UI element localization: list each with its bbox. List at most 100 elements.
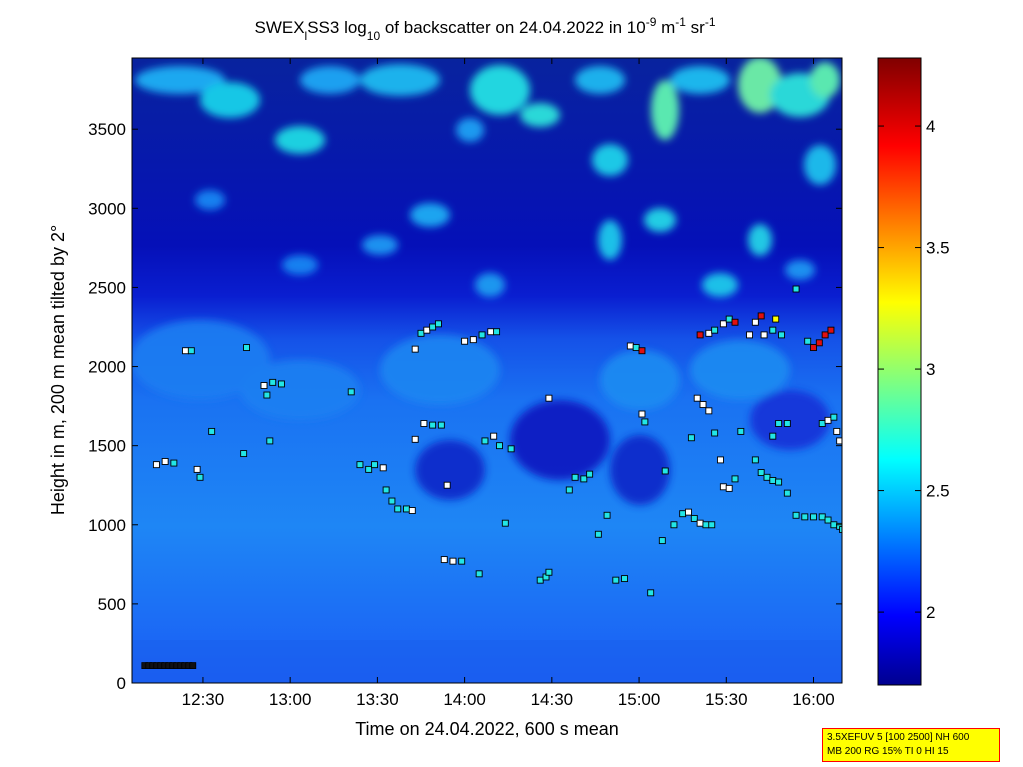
marker — [641, 418, 649, 426]
x-tick-label: 14:30 — [531, 690, 574, 709]
colorbar-tick-label: 2 — [926, 603, 935, 622]
marker — [243, 344, 251, 352]
marker — [792, 511, 800, 519]
y-tick-label: 2500 — [88, 278, 126, 297]
marker — [711, 429, 719, 437]
marker — [830, 413, 838, 421]
info-line-2: MB 200 RG 15% TI 0 HI 15 — [827, 746, 949, 757]
y-tick-label: 2000 — [88, 358, 126, 377]
marker — [661, 467, 669, 475]
marker — [356, 461, 364, 469]
marker — [810, 513, 817, 521]
marker — [417, 329, 425, 337]
marker — [670, 521, 678, 529]
marker — [769, 432, 777, 440]
marker — [161, 458, 169, 465]
marker — [196, 473, 204, 481]
title-sup2: -1 — [675, 15, 686, 29]
marker — [824, 416, 832, 424]
marker — [746, 331, 753, 339]
marker — [434, 320, 442, 328]
marker — [208, 427, 216, 435]
marker-layer — [141, 285, 842, 669]
marker — [269, 378, 277, 386]
marker — [493, 328, 501, 336]
marker — [760, 331, 768, 339]
marker — [632, 344, 640, 352]
marker — [725, 484, 733, 492]
marker — [266, 437, 274, 445]
marker — [821, 331, 829, 339]
title-suffix: of backscatter on 24.04.2022 in 10 — [380, 18, 646, 37]
marker — [772, 315, 780, 323]
marker — [751, 318, 759, 326]
x-tick-label: 13:00 — [269, 690, 312, 709]
marker — [621, 575, 628, 583]
marker — [481, 437, 489, 445]
y-axis-label: Height in m, 200 m mean tilted by 2° — [48, 225, 68, 515]
y-tick-label: 3500 — [88, 120, 126, 139]
marker — [792, 285, 800, 293]
title-sup1: -9 — [646, 15, 657, 29]
marker — [193, 465, 201, 473]
marker — [443, 481, 451, 489]
marker — [699, 401, 707, 408]
colorbar-tick-label: 2.5 — [926, 482, 950, 501]
marker — [778, 331, 785, 339]
marker — [347, 388, 355, 396]
marker — [693, 394, 701, 402]
marker — [638, 410, 646, 418]
marker — [827, 326, 835, 334]
marker — [437, 421, 445, 429]
x-tick-label: 15:30 — [705, 690, 748, 709]
marker — [708, 521, 716, 529]
marker — [388, 497, 396, 505]
title-sub1: l — [305, 29, 308, 43]
marker — [775, 478, 783, 486]
marker — [536, 576, 544, 584]
marker — [182, 347, 189, 355]
heatmap-field — [132, 58, 842, 683]
marker — [277, 380, 285, 388]
x-axis: 12:30 13:00 13:30 14:00 14:30 15:00 15:30 16:00 — [182, 58, 835, 709]
colorbar-tick-label: 4 — [926, 117, 935, 136]
marker — [731, 318, 739, 326]
marker — [824, 516, 832, 524]
marker — [679, 510, 687, 518]
marker — [783, 420, 791, 427]
chart-title: SWEXlSS3 log10 of backscatter on 24.04.2… — [254, 15, 715, 43]
marker — [751, 456, 759, 464]
marker — [725, 315, 733, 323]
marker — [737, 427, 745, 435]
marker — [696, 519, 704, 527]
marker — [411, 435, 419, 443]
marker — [469, 336, 477, 344]
marker — [475, 570, 483, 578]
x-tick-label: 13:30 — [356, 690, 399, 709]
marker — [487, 328, 495, 336]
marker — [501, 519, 509, 527]
marker — [490, 432, 498, 440]
marker — [658, 537, 666, 545]
marker — [429, 421, 437, 429]
marker — [705, 329, 713, 337]
marker — [757, 469, 765, 477]
marker — [638, 347, 646, 355]
marker — [830, 521, 838, 529]
marker — [408, 507, 416, 514]
marker — [702, 521, 710, 529]
info-line-1: 3.5XEFUV 5 [100 2500] NH 600 — [827, 732, 970, 743]
marker — [403, 505, 410, 513]
marker — [687, 434, 695, 442]
y-tick-label: 1000 — [88, 516, 126, 535]
title-prefix: SWEX — [254, 18, 304, 37]
marker — [685, 508, 692, 516]
plot-frame — [131, 57, 843, 684]
y-tick-label: 500 — [98, 595, 126, 614]
info-box: 3.5XEFUV 5 [100 2500] NH 600 MB 200 RG 1… — [822, 728, 1000, 762]
marker — [711, 326, 719, 334]
marker — [240, 450, 248, 458]
marker — [594, 530, 602, 538]
marker-ground — [189, 662, 197, 669]
